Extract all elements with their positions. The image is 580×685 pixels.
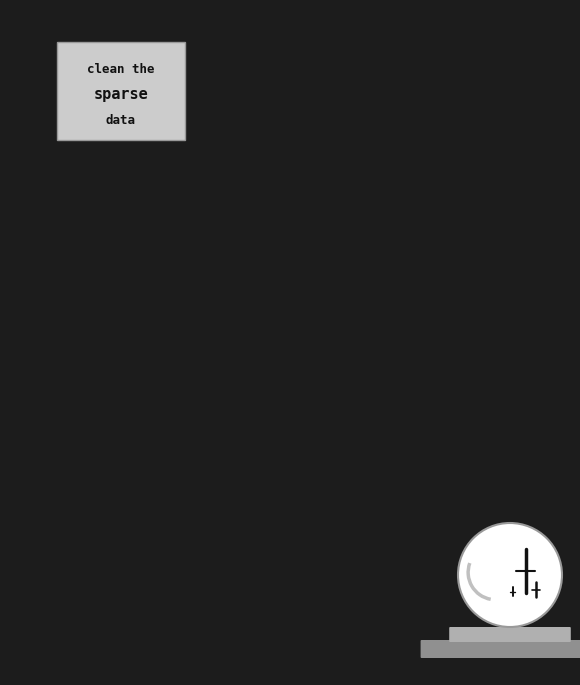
Text: sparse: sparse [93, 88, 148, 103]
FancyBboxPatch shape [57, 42, 185, 140]
Text: clean the: clean the [87, 63, 155, 76]
Circle shape [458, 523, 562, 627]
Text: data: data [106, 114, 136, 127]
FancyBboxPatch shape [420, 640, 580, 658]
FancyBboxPatch shape [449, 627, 571, 642]
